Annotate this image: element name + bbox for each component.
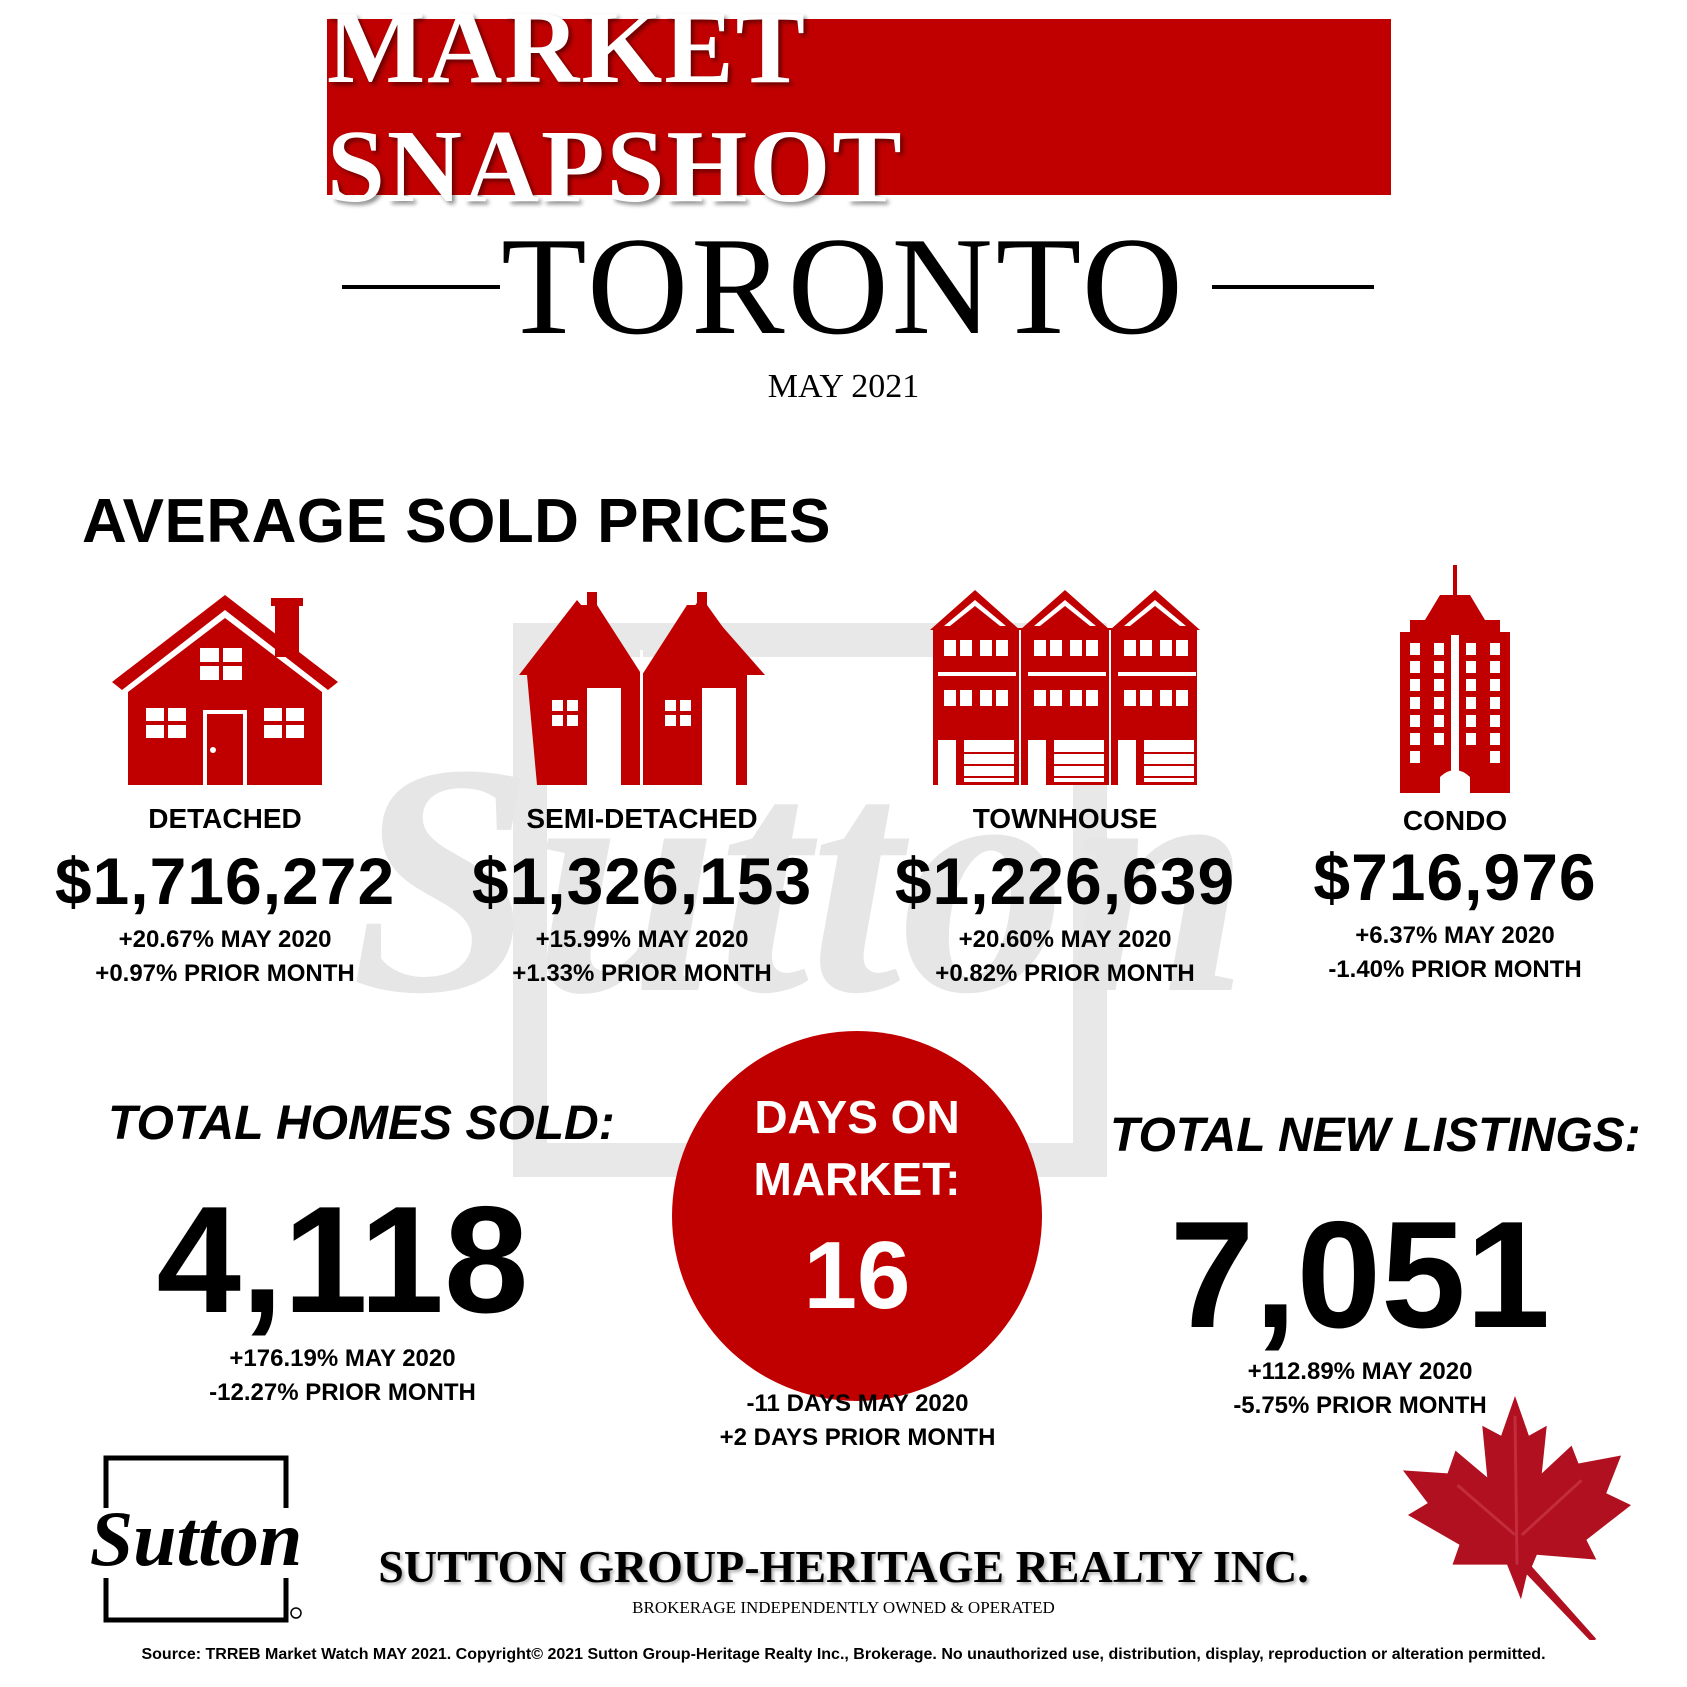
- maple-leaf-icon: [1402, 1396, 1632, 1640]
- average-prices-title: AVERAGE SOLD PRICES: [82, 487, 832, 556]
- detached-card: DETACHED $1,716,272 +20.67% MAY 2020 +0.…: [30, 590, 420, 991]
- brokerage-tagline: BROKERAGE INDEPENDENTLY OWNED & OPERATED: [632, 1598, 1055, 1617]
- townhouse-card: TOWNHOUSE $1,226,639 +20.60% MAY 2020 +0…: [870, 590, 1260, 991]
- change-month: -1.40% PRIOR MONTH: [1328, 956, 1582, 983]
- change-year: -11 DAYS MAY 2020: [746, 1390, 969, 1417]
- change-month: +1.33% PRIOR MONTH: [512, 960, 772, 987]
- condo-card: CONDO $716,976 +6.37% MAY 2020 -1.40% PR…: [1275, 565, 1635, 987]
- average-price: $1,716,272: [54, 844, 396, 918]
- city-rule-right: [1212, 285, 1374, 289]
- dom-label-line1: DAYS ON: [754, 1091, 960, 1143]
- source-footnote: Source: TRREB Market Watch MAY 2021. Cop…: [141, 1646, 1546, 1663]
- average-price: $716,976: [1313, 840, 1597, 914]
- change-year: +20.67% MAY 2020: [118, 926, 332, 953]
- city-title: TORONTO: [501, 209, 1186, 364]
- days-on-market-badge: DAYS ON MARKET: 16: [672, 1031, 1042, 1401]
- detached-house-icon: [112, 595, 338, 785]
- change-month: +2 DAYS PRIOR MONTH: [719, 1424, 996, 1451]
- property-type-label: DETACHED: [148, 803, 302, 834]
- page-title: MARKET SNAPSHOT: [327, 0, 904, 224]
- property-type-label: TOWNHOUSE: [972, 803, 1158, 834]
- condo-tower-icon: [1400, 565, 1510, 793]
- city-rule-left: [342, 285, 500, 289]
- change-year: +15.99% MAY 2020: [535, 926, 749, 953]
- change-month: +0.82% PRIOR MONTH: [935, 960, 1195, 987]
- semi-detached-card: SEMI-DETACHED $1,326,153 +15.99% MAY 202…: [447, 590, 837, 991]
- semi-detached-house-icon: [519, 592, 765, 785]
- title-banner: MARKET SNAPSHOT: [327, 0, 1391, 224]
- days-on-market-change: -11 DAYS MAY 2020 +2 DAYS PRIOR MONTH: [650, 1387, 1065, 1455]
- new-listings-change: +112.89% MAY 2020 -5.75% PRIOR MONTH: [1130, 1355, 1590, 1423]
- homes-sold-change: +176.19% MAY 2020 -12.27% PRIOR MONTH: [120, 1342, 565, 1410]
- company-name: SUTTON GROUP-HERITAGE REALTY INC.: [378, 1541, 1309, 1592]
- homes-sold-value: 4,118: [156, 1175, 529, 1345]
- change-year: +176.19% MAY 2020: [229, 1345, 456, 1372]
- days-on-market-label: DAYS ON MARKET:: [672, 1086, 1042, 1210]
- property-type-label: CONDO: [1402, 805, 1508, 836]
- property-type-label: SEMI-DETACHED: [526, 803, 758, 834]
- change-year: +112.89% MAY 2020: [1247, 1358, 1473, 1385]
- change-year: +6.37% MAY 2020: [1355, 922, 1555, 949]
- townhouse-icon: [930, 590, 1200, 785]
- change-month: +0.97% PRIOR MONTH: [95, 960, 355, 987]
- average-price: $1,326,153: [471, 844, 813, 918]
- days-on-market-value: 16: [803, 1222, 911, 1329]
- homes-sold-title: TOTAL HOMES SOLD:: [108, 1097, 615, 1150]
- average-price: $1,226,639: [894, 844, 1236, 918]
- change-month: -12.27% PRIOR MONTH: [209, 1379, 476, 1406]
- change-month: -5.75% PRIOR MONTH: [1233, 1392, 1487, 1419]
- sutton-logo: Sutton: [78, 1455, 313, 1623]
- svg-text:Sutton: Sutton: [90, 1495, 302, 1582]
- change-year: +20.60% MAY 2020: [958, 926, 1172, 953]
- new-listings-value: 7,051: [1169, 1190, 1551, 1360]
- dom-label-line2: MARKET:: [753, 1153, 961, 1205]
- month-label: MAY 2021: [767, 368, 920, 405]
- new-listings-title: TOTAL NEW LISTINGS:: [1110, 1109, 1641, 1162]
